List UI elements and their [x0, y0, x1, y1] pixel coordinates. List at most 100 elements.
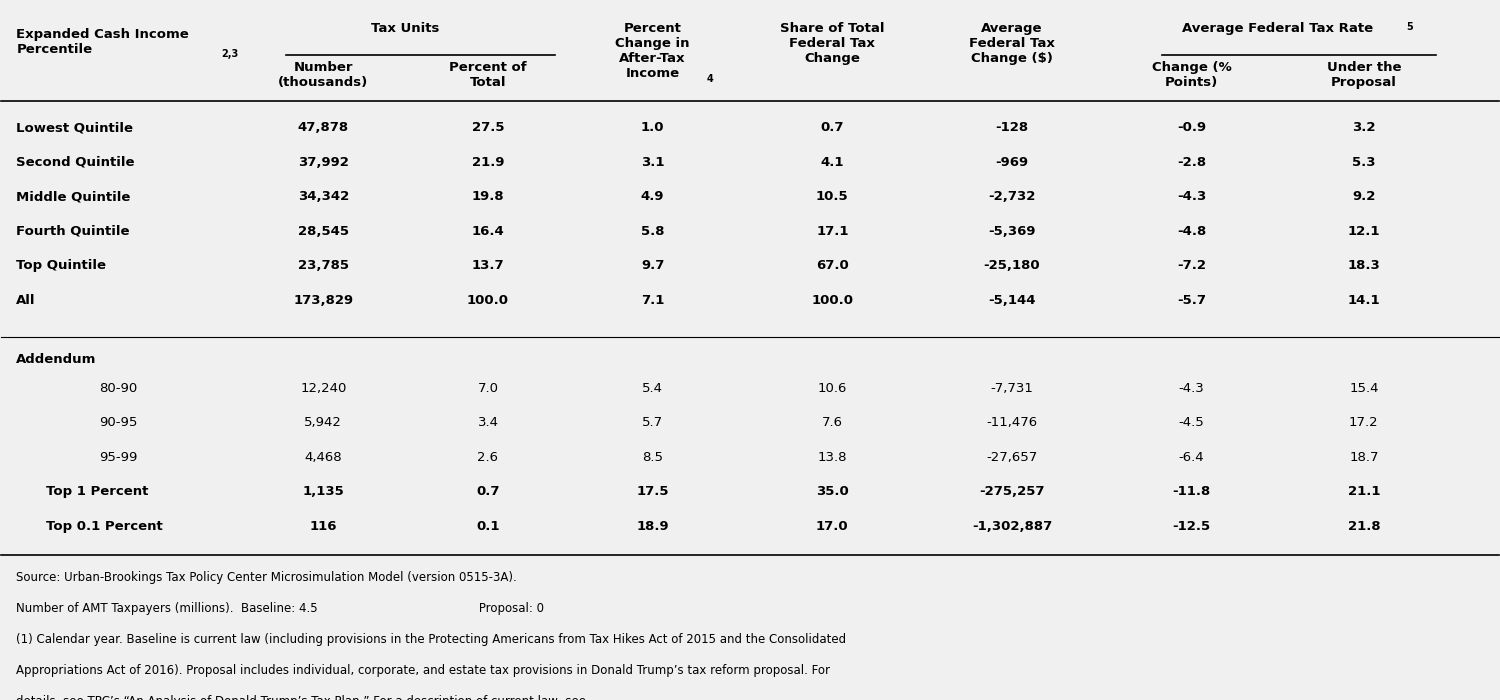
Text: -7.2: -7.2	[1178, 259, 1206, 272]
Text: Percent
Change in
After-Tax
Income: Percent Change in After-Tax Income	[615, 22, 690, 80]
Text: -5,144: -5,144	[988, 293, 1036, 307]
Text: 18.3: 18.3	[1347, 259, 1380, 272]
Text: -5,369: -5,369	[988, 225, 1036, 237]
Text: 7.0: 7.0	[477, 382, 498, 395]
Text: details, see TPC’s “An Analysis of Donald Trump’s Tax Plan.” For a description o: details, see TPC’s “An Analysis of Donal…	[16, 695, 586, 700]
Text: 3.4: 3.4	[477, 416, 498, 429]
Text: (1) Calendar year. Baseline is current law (including provisions in the Protecti: (1) Calendar year. Baseline is current l…	[16, 633, 846, 646]
Text: 21.1: 21.1	[1347, 485, 1380, 498]
Text: 47,878: 47,878	[297, 121, 350, 134]
Text: 95-99: 95-99	[99, 451, 136, 464]
Text: 3.2: 3.2	[1352, 121, 1376, 134]
Text: 5.3: 5.3	[1352, 156, 1376, 169]
Text: 15.4: 15.4	[1348, 382, 1378, 395]
Text: Share of Total
Federal Tax
Change: Share of Total Federal Tax Change	[780, 22, 885, 65]
Text: 4.9: 4.9	[640, 190, 664, 203]
Text: 27.5: 27.5	[471, 121, 504, 134]
Text: Number
(thousands): Number (thousands)	[278, 61, 369, 89]
Text: Fourth Quintile: Fourth Quintile	[16, 225, 130, 237]
Text: -2.8: -2.8	[1178, 156, 1206, 169]
Text: Middle Quintile: Middle Quintile	[16, 190, 130, 203]
Text: -11,476: -11,476	[987, 416, 1038, 429]
Text: -1,302,887: -1,302,887	[972, 519, 1052, 533]
Text: Source: Urban-Brookings Tax Policy Center Microsimulation Model (version 0515-3A: Source: Urban-Brookings Tax Policy Cente…	[16, 571, 518, 584]
Text: Average
Federal Tax
Change ($): Average Federal Tax Change ($)	[969, 22, 1054, 65]
Text: 19.8: 19.8	[471, 190, 504, 203]
Text: -12.5: -12.5	[1173, 519, 1210, 533]
Text: 17.2: 17.2	[1348, 416, 1378, 429]
Text: Average Federal Tax Rate: Average Federal Tax Rate	[1182, 22, 1374, 35]
Text: 16.4: 16.4	[471, 225, 504, 237]
Text: -969: -969	[996, 156, 1029, 169]
Text: 0.7: 0.7	[476, 485, 500, 498]
Text: 0.7: 0.7	[821, 121, 844, 134]
Text: 100.0: 100.0	[466, 293, 509, 307]
Text: -128: -128	[996, 121, 1029, 134]
Text: 21.9: 21.9	[471, 156, 504, 169]
Text: 0.1: 0.1	[476, 519, 500, 533]
Text: 5,942: 5,942	[304, 416, 342, 429]
Text: -7,731: -7,731	[990, 382, 1033, 395]
Text: -6.4: -6.4	[1179, 451, 1204, 464]
Text: 3.1: 3.1	[640, 156, 664, 169]
Text: 5.8: 5.8	[640, 225, 664, 237]
Text: 12,240: 12,240	[300, 382, 346, 395]
Text: Number of AMT Taxpayers (millions).  Baseline: 4.5                              : Number of AMT Taxpayers (millions). Base…	[16, 602, 544, 615]
Text: 5.4: 5.4	[642, 382, 663, 395]
Text: 116: 116	[309, 519, 338, 533]
Text: -4.3: -4.3	[1178, 190, 1206, 203]
Text: 10.6: 10.6	[818, 382, 848, 395]
Text: -2,732: -2,732	[988, 190, 1035, 203]
Text: 21.8: 21.8	[1347, 519, 1380, 533]
Text: -4.8: -4.8	[1178, 225, 1206, 237]
Text: 173,829: 173,829	[292, 293, 354, 307]
Text: 17.0: 17.0	[816, 519, 849, 533]
Text: 13.8: 13.8	[818, 451, 848, 464]
Text: 10.5: 10.5	[816, 190, 849, 203]
Text: 4.1: 4.1	[821, 156, 844, 169]
Text: -0.9: -0.9	[1178, 121, 1206, 134]
Text: 28,545: 28,545	[298, 225, 350, 237]
Text: 1.0: 1.0	[640, 121, 664, 134]
Text: 23,785: 23,785	[298, 259, 350, 272]
Text: 90-95: 90-95	[99, 416, 136, 429]
Text: 80-90: 80-90	[99, 382, 136, 395]
Text: 17.1: 17.1	[816, 225, 849, 237]
Text: Lowest Quintile: Lowest Quintile	[16, 121, 134, 134]
Text: 13.7: 13.7	[471, 259, 504, 272]
Text: 5: 5	[1407, 22, 1413, 32]
Text: Appropriations Act of 2016). Proposal includes individual, corporate, and estate: Appropriations Act of 2016). Proposal in…	[16, 664, 831, 677]
Text: Tax Units: Tax Units	[372, 22, 440, 35]
Text: Top 0.1 Percent: Top 0.1 Percent	[46, 519, 164, 533]
Text: 17.5: 17.5	[636, 485, 669, 498]
Text: -4.3: -4.3	[1179, 382, 1204, 395]
Text: Percent of
Total: Percent of Total	[448, 61, 526, 89]
Text: 7.1: 7.1	[640, 293, 664, 307]
Text: 9.7: 9.7	[640, 259, 664, 272]
Text: Expanded Cash Income
Percentile: Expanded Cash Income Percentile	[16, 28, 189, 56]
Text: 2,3: 2,3	[222, 50, 238, 60]
Text: Change (%
Points): Change (% Points)	[1152, 61, 1232, 89]
Text: Top 1 Percent: Top 1 Percent	[46, 485, 148, 498]
Text: 100.0: 100.0	[812, 293, 853, 307]
Text: All: All	[16, 293, 36, 307]
Text: -25,180: -25,180	[984, 259, 1041, 272]
Text: 14.1: 14.1	[1347, 293, 1380, 307]
Text: 18.9: 18.9	[636, 519, 669, 533]
Text: -27,657: -27,657	[987, 451, 1038, 464]
Text: 34,342: 34,342	[297, 190, 350, 203]
Text: 8.5: 8.5	[642, 451, 663, 464]
Text: Top Quintile: Top Quintile	[16, 259, 106, 272]
Text: 35.0: 35.0	[816, 485, 849, 498]
Text: -275,257: -275,257	[980, 485, 1046, 498]
Text: Second Quintile: Second Quintile	[16, 156, 135, 169]
Text: 18.7: 18.7	[1348, 451, 1378, 464]
Text: 12.1: 12.1	[1347, 225, 1380, 237]
Text: -11.8: -11.8	[1173, 485, 1210, 498]
Text: -5.7: -5.7	[1178, 293, 1206, 307]
Text: 37,992: 37,992	[298, 156, 348, 169]
Text: 9.2: 9.2	[1352, 190, 1376, 203]
Text: 4,468: 4,468	[304, 451, 342, 464]
Text: -4.5: -4.5	[1179, 416, 1204, 429]
Text: 67.0: 67.0	[816, 259, 849, 272]
